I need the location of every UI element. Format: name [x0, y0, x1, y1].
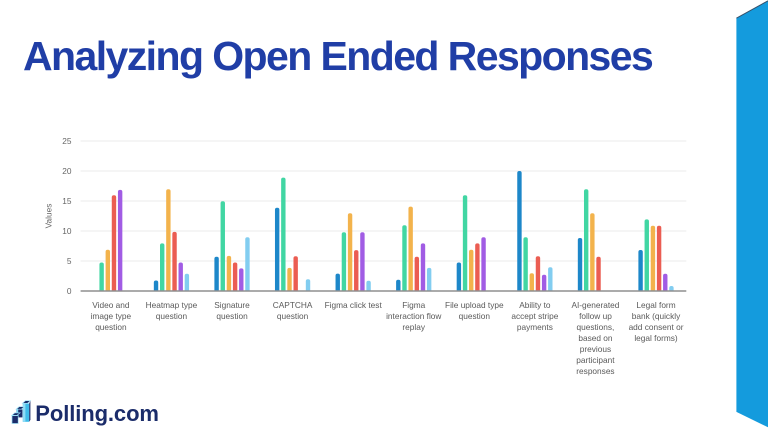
svg-text:15: 15: [62, 196, 72, 206]
svg-text:0: 0: [67, 286, 72, 296]
svg-text:25: 25: [62, 136, 72, 146]
svg-text:Values: Values: [44, 204, 54, 229]
svg-text:Figma click test: Figma click test: [325, 300, 383, 310]
svg-text:10: 10: [62, 226, 72, 236]
svg-text:20: 20: [62, 166, 72, 176]
svg-text:5: 5: [67, 256, 72, 266]
